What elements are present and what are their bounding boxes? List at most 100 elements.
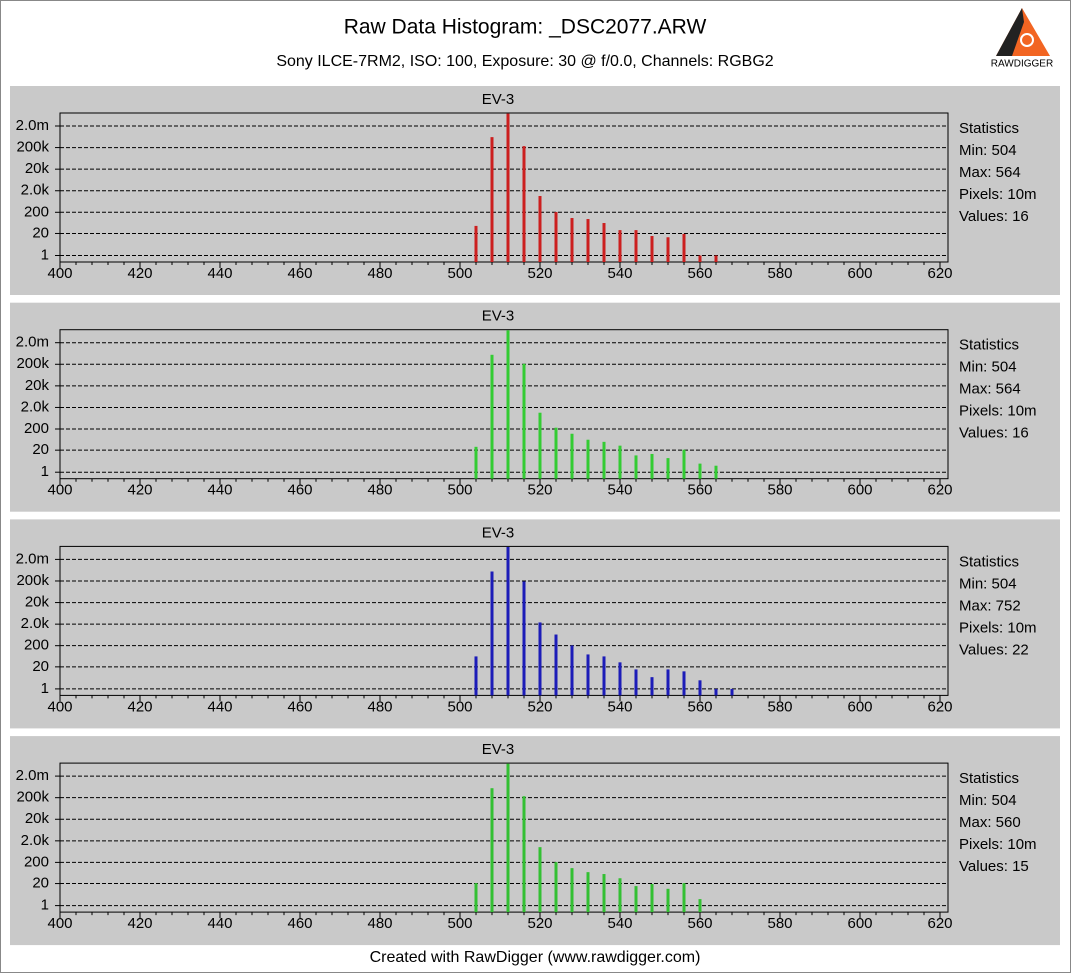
y-tick-label: 20k [25, 810, 50, 827]
bar [698, 680, 702, 696]
x-tick-label: 540 [607, 482, 632, 499]
x-tick-label: 580 [767, 698, 792, 715]
y-tick-label: 2.0k [21, 182, 50, 199]
x-tick-label: 580 [767, 915, 792, 932]
x-tick-label: 500 [447, 265, 472, 282]
x-tick-label: 400 [47, 698, 72, 715]
bar [602, 223, 606, 262]
bar [666, 669, 670, 696]
y-tick-label: 1 [41, 680, 49, 697]
bar [570, 218, 574, 262]
y-tick-label: 20 [32, 441, 49, 458]
x-tick-label: 580 [767, 482, 792, 499]
x-tick-label: 600 [847, 915, 872, 932]
x-tick-label: 460 [287, 265, 312, 282]
panel-title: EV-3 [482, 308, 515, 325]
x-tick-label: 600 [847, 482, 872, 499]
bar [538, 622, 542, 696]
statistic: Max: 752 [959, 597, 1021, 614]
bar [474, 656, 478, 696]
x-tick-label: 400 [47, 482, 72, 499]
y-tick-label: 200k [16, 572, 49, 589]
bar [506, 763, 510, 913]
x-tick-label: 620 [927, 915, 952, 932]
y-tick-label: 20k [25, 594, 50, 611]
bar [682, 883, 686, 913]
statistic: Max: 560 [959, 814, 1021, 831]
x-tick-label: 420 [127, 698, 152, 715]
x-tick-label: 580 [767, 265, 792, 282]
y-tick-label: 200 [24, 853, 49, 870]
bar [586, 872, 590, 913]
bar [650, 884, 654, 913]
chart-title: Raw Data Histogram: _DSC2077.ARW [344, 16, 707, 39]
bar [554, 427, 558, 479]
bar [666, 888, 670, 913]
x-tick-label: 540 [607, 265, 632, 282]
statistic: Min: 504 [959, 575, 1017, 592]
bar [602, 874, 606, 913]
statistic: Pixels: 10m [959, 186, 1037, 203]
bar [586, 439, 590, 479]
y-tick-label: 200k [16, 139, 49, 156]
statistic: Pixels: 10m [959, 619, 1037, 636]
x-tick-label: 400 [47, 265, 72, 282]
y-tick-label: 2.0m [16, 334, 49, 351]
x-tick-label: 440 [207, 915, 232, 932]
x-tick-label: 420 [127, 482, 152, 499]
bar [618, 878, 622, 913]
statistic: Min: 504 [959, 142, 1017, 159]
statistic: Values: 22 [959, 641, 1029, 658]
x-tick-label: 520 [527, 698, 552, 715]
bar [490, 354, 494, 479]
x-tick-label: 480 [367, 265, 392, 282]
statistic: Pixels: 10m [959, 403, 1037, 420]
bar [682, 233, 686, 262]
y-tick-label: 1 [41, 897, 49, 914]
x-tick-label: 460 [287, 698, 312, 715]
bar [634, 455, 638, 479]
bar [490, 137, 494, 262]
x-tick-label: 600 [847, 265, 872, 282]
bar [666, 458, 670, 479]
bar [506, 547, 510, 696]
statistic: Statistics [959, 553, 1019, 570]
y-tick-label: 20 [32, 658, 49, 675]
bar [682, 671, 686, 696]
y-tick-label: 2.0m [16, 550, 49, 567]
bar [522, 146, 526, 262]
bar [490, 571, 494, 696]
plot-frame [59, 329, 949, 480]
x-tick-label: 620 [927, 698, 952, 715]
bar [650, 453, 654, 479]
x-tick-label: 620 [927, 482, 952, 499]
bar [698, 463, 702, 479]
x-tick-label: 620 [927, 265, 952, 282]
bar [698, 255, 702, 262]
bar [586, 219, 590, 262]
statistic: Values: 15 [959, 858, 1029, 875]
y-tick-label: 200 [24, 637, 49, 654]
x-tick-label: 480 [367, 698, 392, 715]
bar [506, 113, 510, 263]
bar [634, 886, 638, 913]
x-tick-label: 540 [607, 698, 632, 715]
y-tick-label: 2.0m [16, 767, 49, 784]
bar [522, 796, 526, 913]
bar [538, 412, 542, 479]
x-tick-label: 420 [127, 265, 152, 282]
bar [570, 433, 574, 479]
x-tick-label: 440 [207, 265, 232, 282]
bar [634, 669, 638, 696]
bar [634, 230, 638, 262]
y-tick-label: 2.0k [21, 398, 50, 415]
x-tick-label: 480 [367, 482, 392, 499]
bar [714, 688, 718, 696]
bar [602, 441, 606, 479]
bar [554, 862, 558, 913]
y-tick-label: 1 [41, 246, 49, 263]
x-tick-label: 480 [367, 915, 392, 932]
bar [506, 330, 510, 479]
